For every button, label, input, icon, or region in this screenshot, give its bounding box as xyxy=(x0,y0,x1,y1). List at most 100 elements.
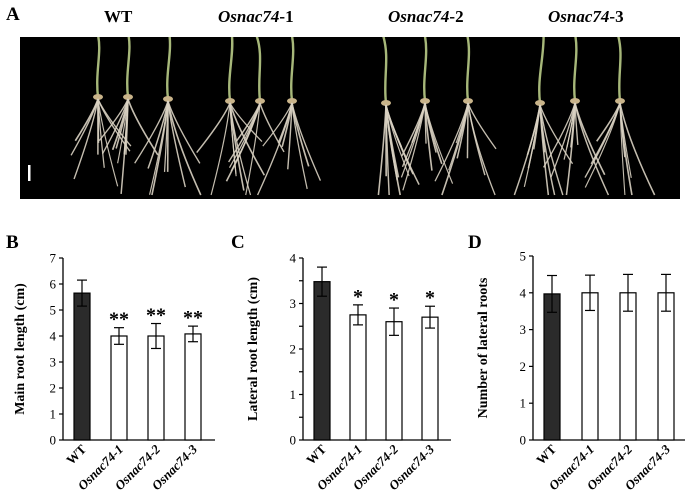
seedling-root xyxy=(377,104,387,196)
seedling-seed xyxy=(381,100,391,106)
photo-label-suffix: -2 xyxy=(449,7,464,26)
seedling-shoot xyxy=(423,34,428,102)
seedling-root xyxy=(196,102,231,154)
photo-label-gene: Osnac74 xyxy=(218,7,280,26)
seedling-root xyxy=(466,102,469,159)
y-axis-label: Number of lateral roots xyxy=(476,277,491,418)
photo-label-gene: Osnac74 xyxy=(388,7,450,26)
y-tick-label: 2 xyxy=(520,359,527,374)
seedling-drawing xyxy=(28,34,656,196)
y-tick-label: 7 xyxy=(50,251,57,266)
seedling-seed xyxy=(287,98,297,104)
seedling-shoot xyxy=(255,34,262,102)
x-tick-label: WT xyxy=(303,441,329,467)
seedling-photo xyxy=(20,34,680,199)
bar xyxy=(349,314,367,441)
seedling-shoot xyxy=(466,34,471,102)
bar xyxy=(73,292,91,441)
seedling-root xyxy=(291,102,308,190)
panel-letter-d: D xyxy=(468,232,482,253)
seedling-seed xyxy=(93,94,103,100)
bar xyxy=(543,293,561,441)
seedling-root xyxy=(539,104,574,165)
seedling-root xyxy=(619,102,626,196)
x-tick-label: WT xyxy=(63,441,89,467)
y-tick-label: 4 xyxy=(290,251,297,266)
photo-label-suffix: -3 xyxy=(609,7,624,26)
bar xyxy=(184,333,202,441)
seedling-root xyxy=(229,102,245,191)
seedling-shoot xyxy=(290,34,295,102)
panel-letter-c: C xyxy=(231,232,245,253)
seedling-root xyxy=(574,102,610,196)
seedling-seed xyxy=(163,96,173,102)
significance-label: * xyxy=(425,287,435,309)
panel-letter-b: B xyxy=(6,232,19,253)
photo-label-gene: Osnac74 xyxy=(548,7,610,26)
seedling-root xyxy=(527,104,541,169)
seedling-seed xyxy=(535,100,545,106)
photo-label-wt: WT xyxy=(104,7,132,27)
seedling-root xyxy=(424,102,454,184)
bar xyxy=(421,316,439,441)
scale-bar xyxy=(28,165,31,181)
y-tick-label: 4 xyxy=(520,285,527,300)
seedling-root xyxy=(256,102,293,196)
y-tick-label: 2 xyxy=(290,342,297,357)
seedling-shoot xyxy=(228,34,234,102)
seedling-root xyxy=(574,102,606,176)
seedling-root xyxy=(97,98,119,187)
y-tick-label: 3 xyxy=(520,322,527,337)
seedling-shoot xyxy=(573,34,578,102)
significance-label: * xyxy=(389,289,399,311)
seedling-root xyxy=(120,98,129,194)
y-tick-label: 0 xyxy=(520,433,527,448)
seedling-seed xyxy=(615,98,625,104)
seedling-seed xyxy=(463,98,473,104)
y-tick-label: 3 xyxy=(50,355,57,370)
seedling-root xyxy=(424,102,433,171)
y-tick-label: 4 xyxy=(50,329,57,344)
bar xyxy=(110,335,128,441)
y-axis-label: Lateral root length (cm) xyxy=(246,277,261,421)
photo-label-suffix: -1 xyxy=(279,7,294,26)
seedling-root xyxy=(434,102,469,182)
seedling-root xyxy=(550,102,576,178)
bar xyxy=(581,292,599,441)
bar xyxy=(147,335,165,441)
seedling-seed xyxy=(255,98,265,104)
photo-label-line-2: Osnac74-2 xyxy=(388,7,464,27)
photo-label-line-1: Osnac74-1 xyxy=(218,7,294,27)
seedling-root xyxy=(230,102,261,172)
seedling-root xyxy=(127,98,159,156)
seedling-root xyxy=(467,102,496,196)
y-tick-label: 2 xyxy=(50,381,57,396)
seedling-root xyxy=(210,102,231,196)
seedling-root xyxy=(400,102,426,178)
y-tick-label: 5 xyxy=(520,249,527,264)
seedling-shoot xyxy=(616,34,622,102)
seedling-shoot xyxy=(166,34,172,100)
y-tick-label: 3 xyxy=(290,296,297,311)
seedling-seed xyxy=(420,98,430,104)
seedling-root xyxy=(167,100,187,188)
seedling-root xyxy=(539,104,564,196)
seedling-root xyxy=(245,102,261,196)
y-tick-label: 6 xyxy=(50,277,57,292)
seedling-root xyxy=(401,102,426,157)
seedling-root xyxy=(147,100,169,169)
y-tick-label: 0 xyxy=(50,433,57,448)
seedling-root xyxy=(385,104,403,148)
photo-label-line-3: Osnac74-3 xyxy=(548,7,624,27)
seedling-root xyxy=(513,104,541,196)
seedling-shoot xyxy=(96,34,101,98)
seedling-root xyxy=(73,98,99,180)
seedling-seed xyxy=(570,98,580,104)
seedling-root xyxy=(98,98,129,141)
seedling-shoot xyxy=(126,34,131,98)
seedling-root xyxy=(467,102,497,150)
seedling-seed xyxy=(225,98,235,104)
